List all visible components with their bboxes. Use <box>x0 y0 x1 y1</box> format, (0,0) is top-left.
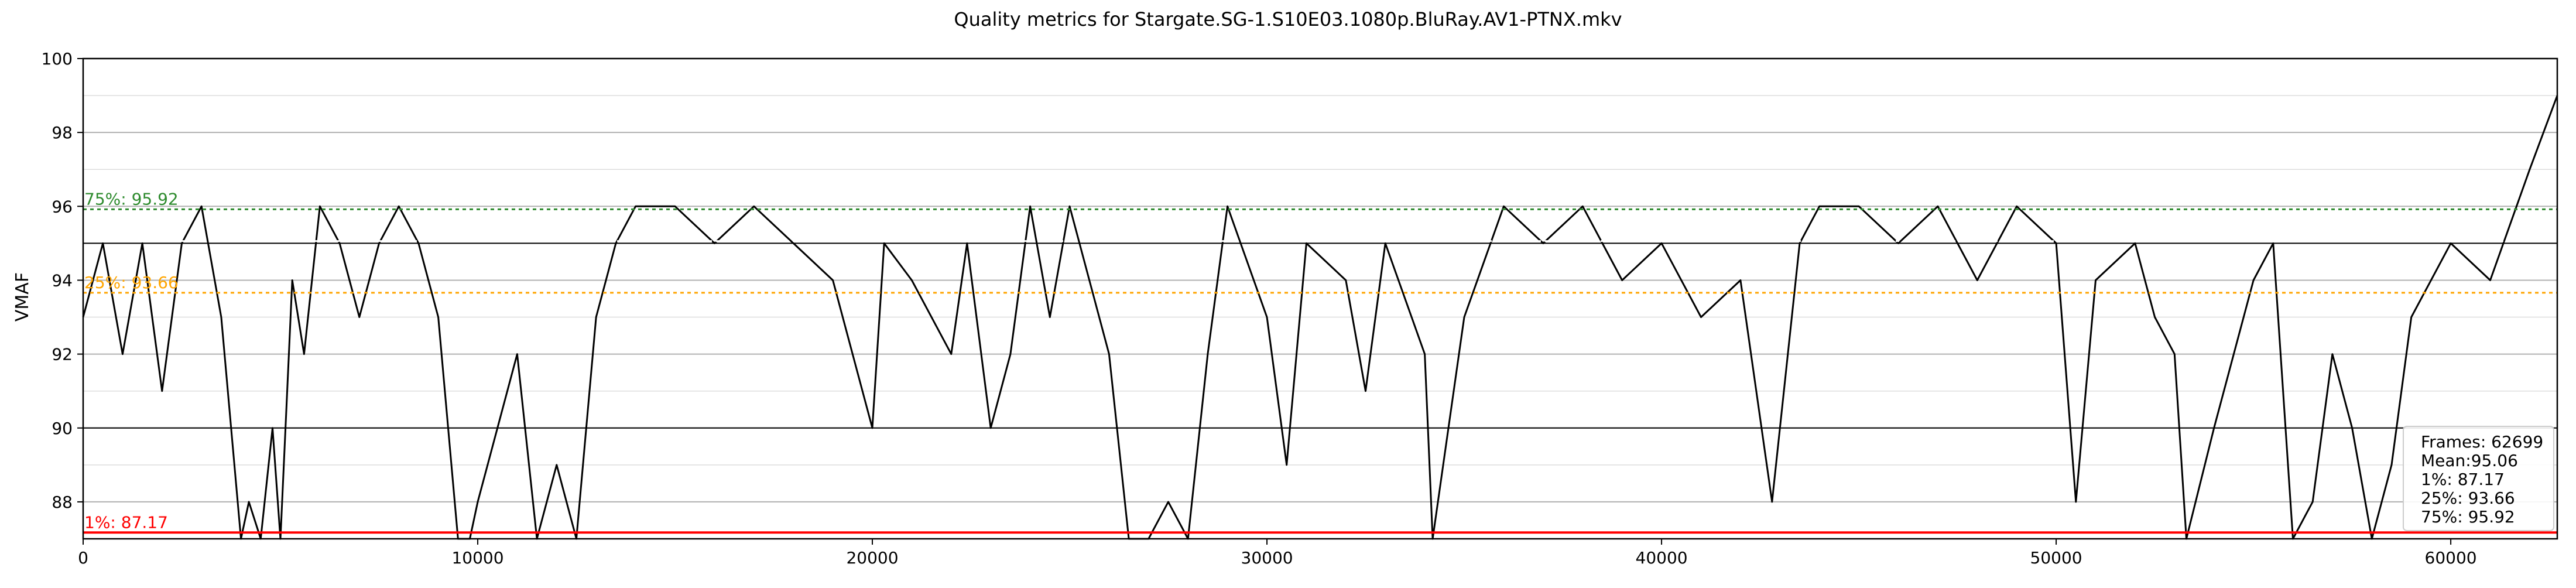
x-tick-label: 10000 <box>451 548 503 568</box>
reference-line-label: Mean: 95.06 <box>84 221 187 241</box>
y-tick-label: 98 <box>52 123 73 142</box>
x-tick-label: 30000 <box>1241 548 1293 568</box>
chart-title: Quality metrics for Stargate.SG-1.S10E03… <box>954 8 1622 30</box>
axes-layer: 0 10000 20000 30000 40000 50000 60000 88 90 92 94 9… <box>42 49 2558 568</box>
x-tick-label: 40000 <box>1636 548 1688 568</box>
grid-layer <box>83 58 2557 502</box>
plot-frame <box>82 57 2558 540</box>
stats-mean: Mean:95.06 <box>2421 451 2518 470</box>
reference-line-label: 1%: 87.17 <box>84 512 168 532</box>
x-tick-label: 20000 <box>846 548 898 568</box>
stats-75pct: 75%: 95.92 <box>2421 507 2515 527</box>
stats-box: Frames: 62699 Mean:95.06 1%: 87.17 25%: … <box>2403 426 2554 531</box>
stats-box-background <box>2403 426 2554 531</box>
y-tick-label: 96 <box>52 197 73 216</box>
y-tick-label: 94 <box>52 271 73 290</box>
y-tick-label: 100 <box>42 49 73 69</box>
stats-frames: Frames: 62699 <box>2421 432 2543 452</box>
y-tick-label: 90 <box>52 419 73 438</box>
stats-25pct: 25%: 93.66 <box>2421 488 2515 508</box>
x-tick-label: 50000 <box>2030 548 2082 568</box>
y-tick-label: 92 <box>52 345 73 364</box>
stats-1pct: 1%: 87.17 <box>2421 470 2505 489</box>
x-tick-label: 0 <box>78 548 88 568</box>
reference-line-label: 25%: 93.66 <box>84 273 179 292</box>
reference-line-label: 75%: 95.92 <box>84 189 179 208</box>
y-axis-label: VMAF <box>12 272 33 322</box>
x-tick-label: 60000 <box>2425 548 2477 568</box>
y-tick-label: 88 <box>52 493 73 512</box>
